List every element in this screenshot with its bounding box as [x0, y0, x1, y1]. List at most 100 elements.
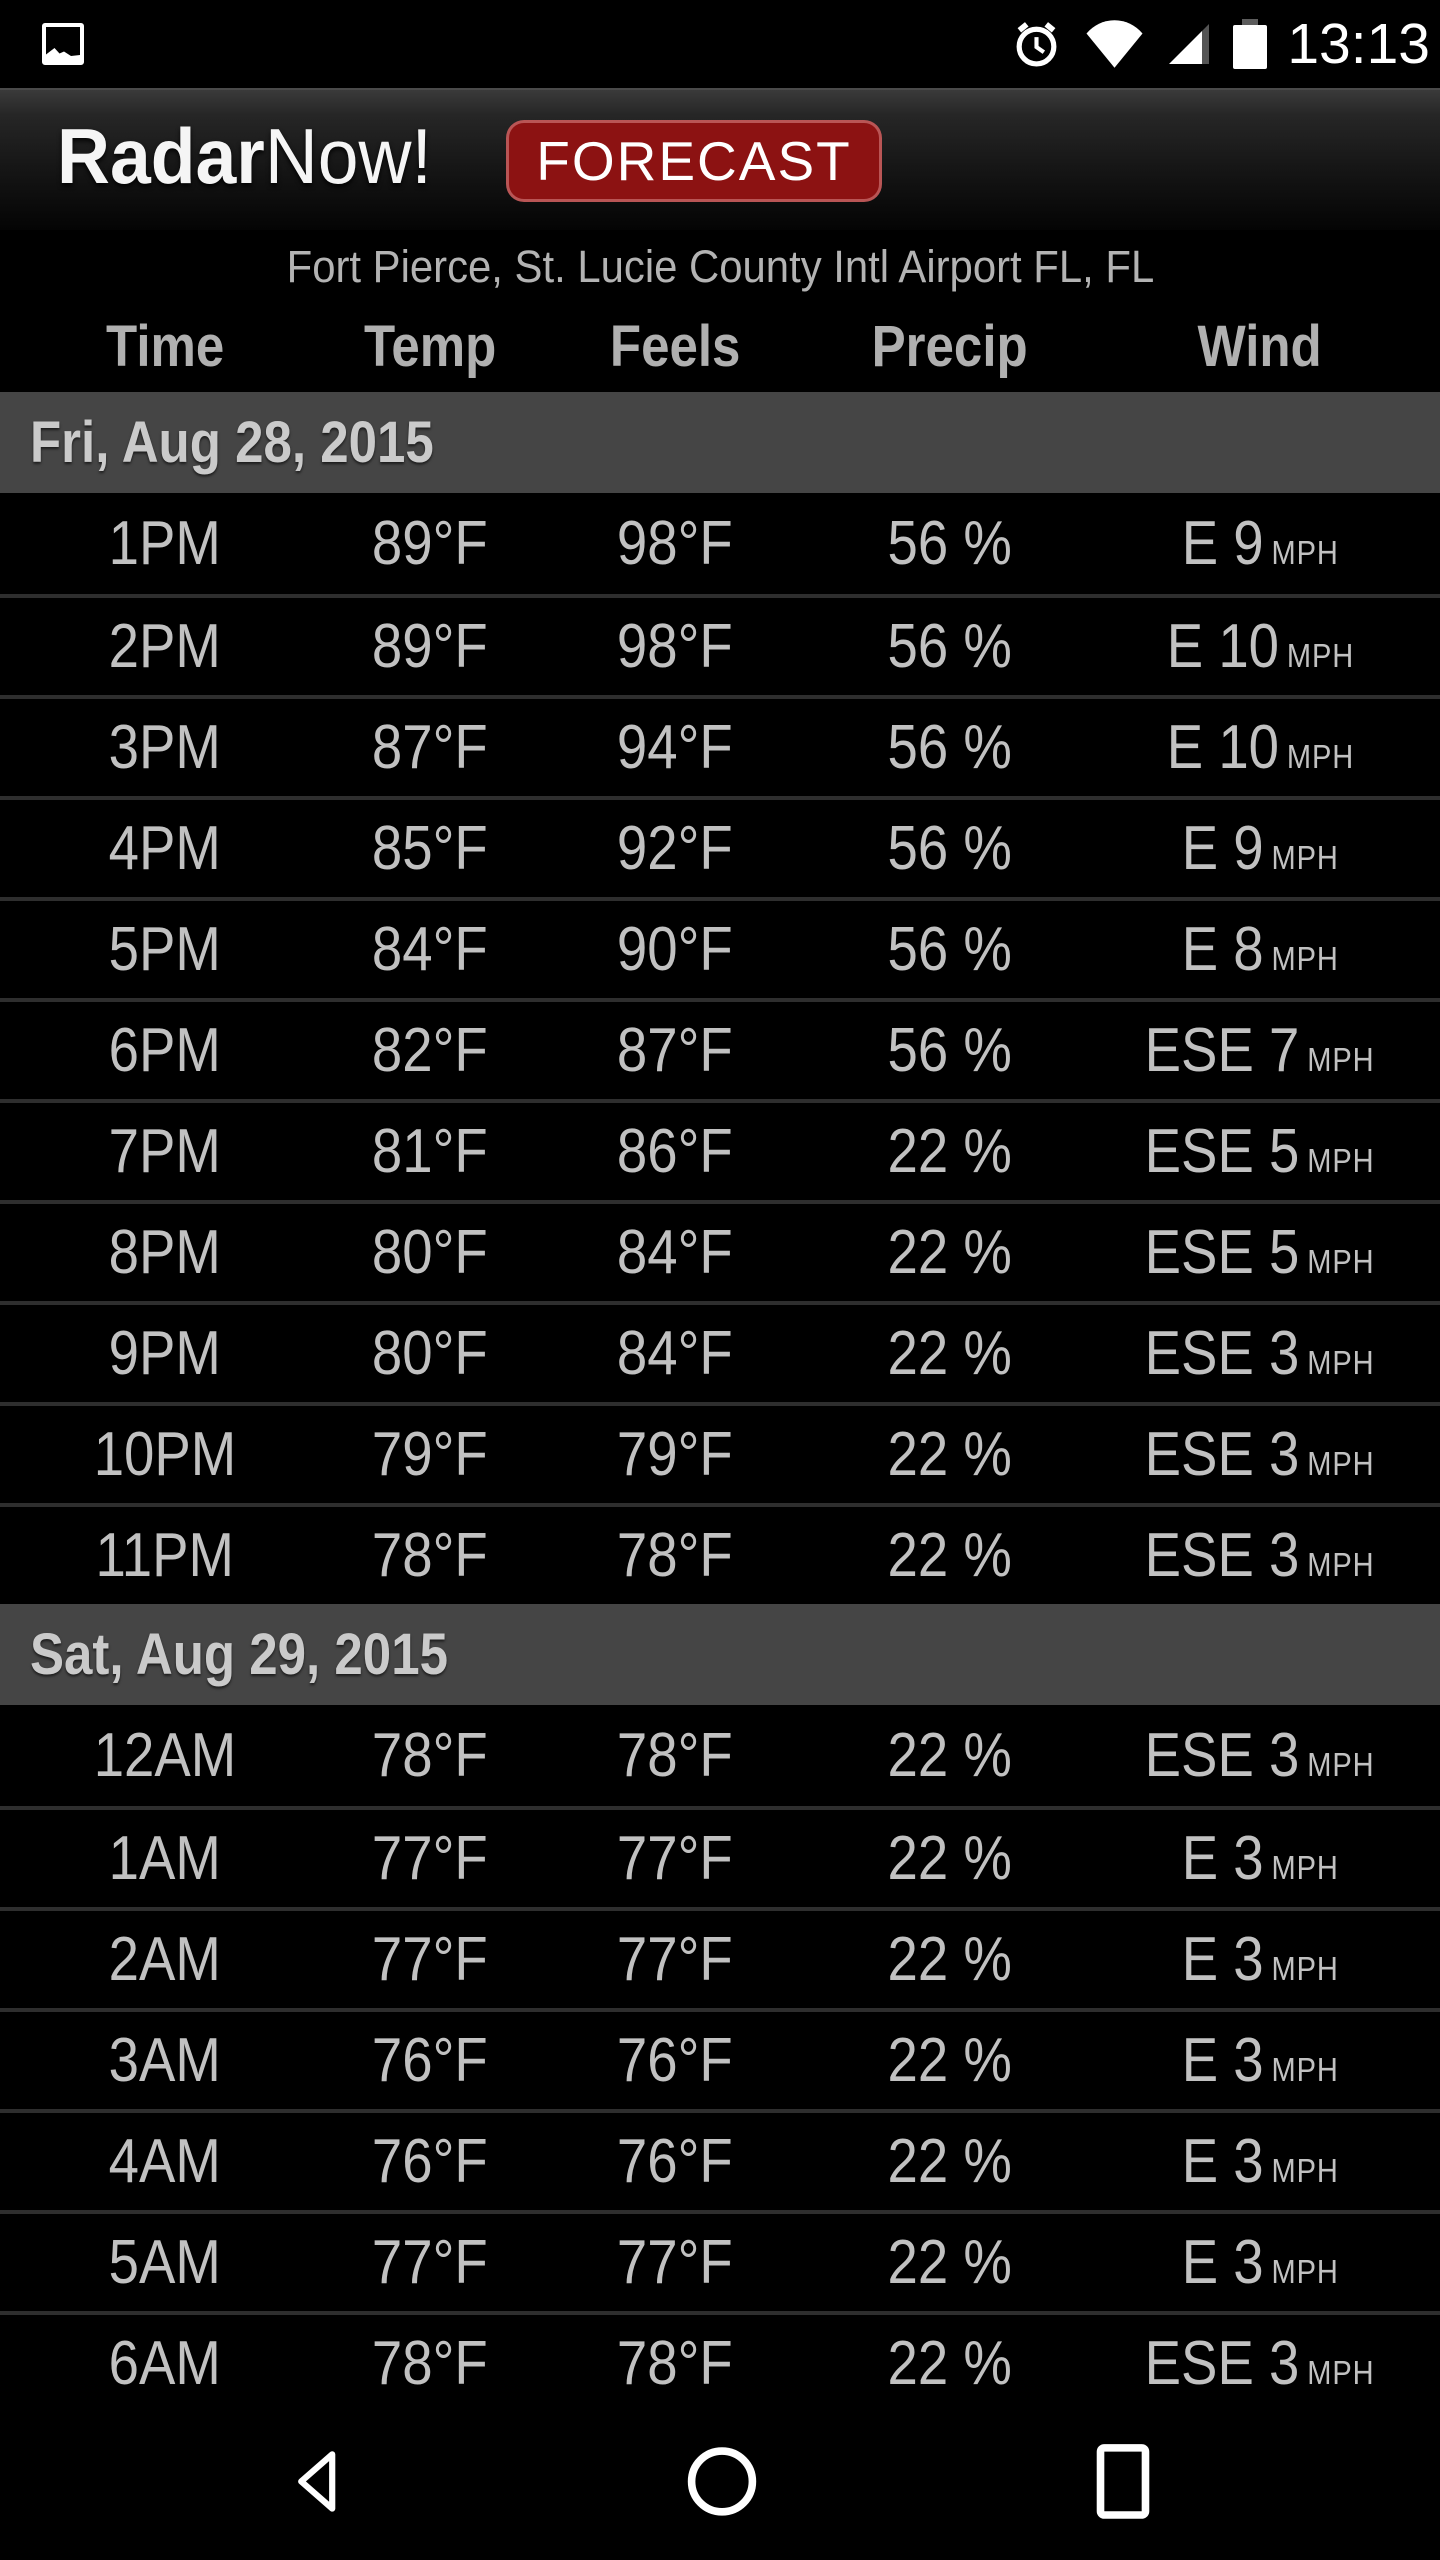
cell-temp: 82°F	[372, 1016, 488, 1085]
cell-feels: 78°F	[617, 1521, 733, 1590]
cell-feels: 76°F	[617, 2127, 733, 2196]
wind-unit: MPH	[1271, 940, 1339, 977]
wind-unit: MPH	[1271, 2253, 1339, 2290]
col-header-precip: Precip	[871, 313, 1029, 379]
cell-feels: 84°F	[617, 1218, 733, 1287]
cell-precip: 56 %	[887, 713, 1013, 782]
col-header-temp: Temp	[363, 313, 497, 379]
cell-wind: E 3 MPH	[1181, 2026, 1339, 2095]
back-icon[interactable]	[287, 2443, 349, 2519]
cell-temp: 78°F	[372, 1521, 488, 1590]
cell-feels: 98°F	[617, 612, 733, 681]
cell-time: 4PM	[108, 814, 222, 883]
table-row: 2AM 77°F 77°F 22 % E 3 MPH	[0, 1907, 1440, 2008]
cell-temp: 76°F	[372, 2127, 488, 2196]
cell-signal-icon	[1169, 24, 1210, 64]
cell-feels: 79°F	[617, 1420, 733, 1489]
recents-icon[interactable]	[1096, 2443, 1150, 2519]
cell-precip: 56 %	[887, 612, 1013, 681]
forecast-table: Fri, Aug 28, 2015 1PM 89°F 98°F 56 % E 9…	[0, 392, 1440, 2412]
table-row: 10PM 79°F 79°F 22 % ESE 3 MPH	[0, 1402, 1440, 1503]
app-title: RadarNow!	[57, 111, 432, 202]
wind-unit: MPH	[1307, 1142, 1375, 1179]
table-row: 3AM 76°F 76°F 22 % E 3 MPH	[0, 2008, 1440, 2109]
cell-time: 4AM	[108, 2127, 222, 2196]
cell-temp: 77°F	[372, 1824, 488, 1893]
cell-wind: E 3 MPH	[1181, 1925, 1339, 1994]
cell-precip: 22 %	[887, 2329, 1013, 2398]
status-bar: 13:13	[0, 0, 1440, 88]
cell-time: 1AM	[108, 1824, 222, 1893]
battery-icon	[1233, 19, 1268, 69]
cell-temp: 85°F	[372, 814, 488, 883]
cell-time: 3PM	[108, 713, 222, 782]
cell-feels: 98°F	[617, 509, 733, 578]
cell-temp: 78°F	[372, 1721, 488, 1790]
wifi-icon	[1086, 20, 1143, 68]
cell-precip: 22 %	[887, 2127, 1013, 2196]
cell-precip: 22 %	[887, 1521, 1013, 1590]
mountain-glyph	[46, 48, 80, 61]
cell-feels: 78°F	[617, 1721, 733, 1790]
table-row: 5PM 84°F 90°F 56 % E 8 MPH	[0, 897, 1440, 998]
col-header-wind: Wind	[1197, 313, 1323, 379]
cell-precip: 56 %	[887, 509, 1013, 578]
table-row: 1PM 89°F 98°F 56 % E 9 MPH	[0, 493, 1440, 594]
app-title-bold: Radar	[57, 111, 265, 200]
wind-unit: MPH	[1307, 1546, 1375, 1583]
cell-wind: E 8 MPH	[1181, 915, 1339, 984]
cell-feels: 77°F	[617, 2228, 733, 2297]
home-icon[interactable]	[684, 2443, 760, 2519]
cell-wind: E 9 MPH	[1181, 509, 1339, 578]
cell-temp: 89°F	[372, 509, 488, 578]
day-header: Sat, Aug 29, 2015	[0, 1604, 1440, 1705]
wind-unit: MPH	[1307, 2354, 1375, 2391]
cell-wind: ESE 5 MPH	[1145, 1117, 1375, 1186]
table-row: 9PM 80°F 84°F 22 % ESE 3 MPH	[0, 1301, 1440, 1402]
table-row: 4AM 76°F 76°F 22 % E 3 MPH	[0, 2109, 1440, 2210]
cell-temp: 81°F	[372, 1117, 488, 1186]
cell-wind: ESE 3 MPH	[1145, 1420, 1375, 1489]
screenshot-notification-icon	[42, 23, 84, 65]
cell-wind: E 3 MPH	[1181, 1824, 1339, 1893]
cell-precip: 22 %	[887, 1721, 1013, 1790]
alarm-icon	[1016, 22, 1057, 67]
cell-feels: 78°F	[617, 2329, 733, 2398]
cell-time: 11PM	[95, 1521, 235, 1590]
cell-time: 7PM	[108, 1117, 222, 1186]
cell-precip: 22 %	[887, 1319, 1013, 1388]
cell-temp: 79°F	[372, 1420, 488, 1489]
col-header-time: Time	[105, 313, 225, 379]
table-row: 1AM 77°F 77°F 22 % E 3 MPH	[0, 1806, 1440, 1907]
cell-temp: 80°F	[372, 1319, 488, 1388]
cell-time: 3AM	[108, 2026, 222, 2095]
forecast-button[interactable]: FORECAST	[506, 120, 882, 202]
cell-wind: ESE 5 MPH	[1145, 1218, 1375, 1287]
wind-unit: MPH	[1271, 2152, 1339, 2189]
cell-wind: ESE 3 MPH	[1145, 1521, 1375, 1590]
wind-unit: MPH	[1307, 1041, 1375, 1078]
wind-unit: MPH	[1271, 2051, 1339, 2088]
location-row: Fort Pierce, St. Lucie County Intl Airpo…	[0, 230, 1440, 300]
table-row: 6PM 82°F 87°F 56 % ESE 7 MPH	[0, 998, 1440, 1099]
cell-temp: 76°F	[372, 2026, 488, 2095]
table-row: 3PM 87°F 94°F 56 % E 10 MPH	[0, 695, 1440, 796]
cell-temp: 77°F	[372, 1925, 488, 1994]
day-header: Fri, Aug 28, 2015	[0, 392, 1440, 493]
cell-time: 5AM	[108, 2228, 222, 2297]
wind-unit: MPH	[1307, 1243, 1375, 1280]
cell-temp: 80°F	[372, 1218, 488, 1287]
wind-unit: MPH	[1271, 1950, 1339, 1987]
cell-time: 5PM	[108, 915, 222, 984]
cell-wind: ESE 7 MPH	[1145, 1016, 1375, 1085]
cell-wind: ESE 3 MPH	[1145, 1319, 1375, 1388]
cell-feels: 94°F	[617, 713, 733, 782]
app-header: RadarNow! FORECAST	[0, 88, 1440, 230]
cell-time: 9PM	[108, 1319, 222, 1388]
cell-precip: 22 %	[887, 1420, 1013, 1489]
cell-wind: E 10 MPH	[1166, 612, 1354, 681]
wind-unit: MPH	[1271, 1849, 1339, 1886]
cell-wind: ESE 3 MPH	[1145, 1721, 1375, 1790]
cell-wind: E 10 MPH	[1166, 713, 1354, 782]
navigation-bar	[0, 2412, 1440, 2560]
